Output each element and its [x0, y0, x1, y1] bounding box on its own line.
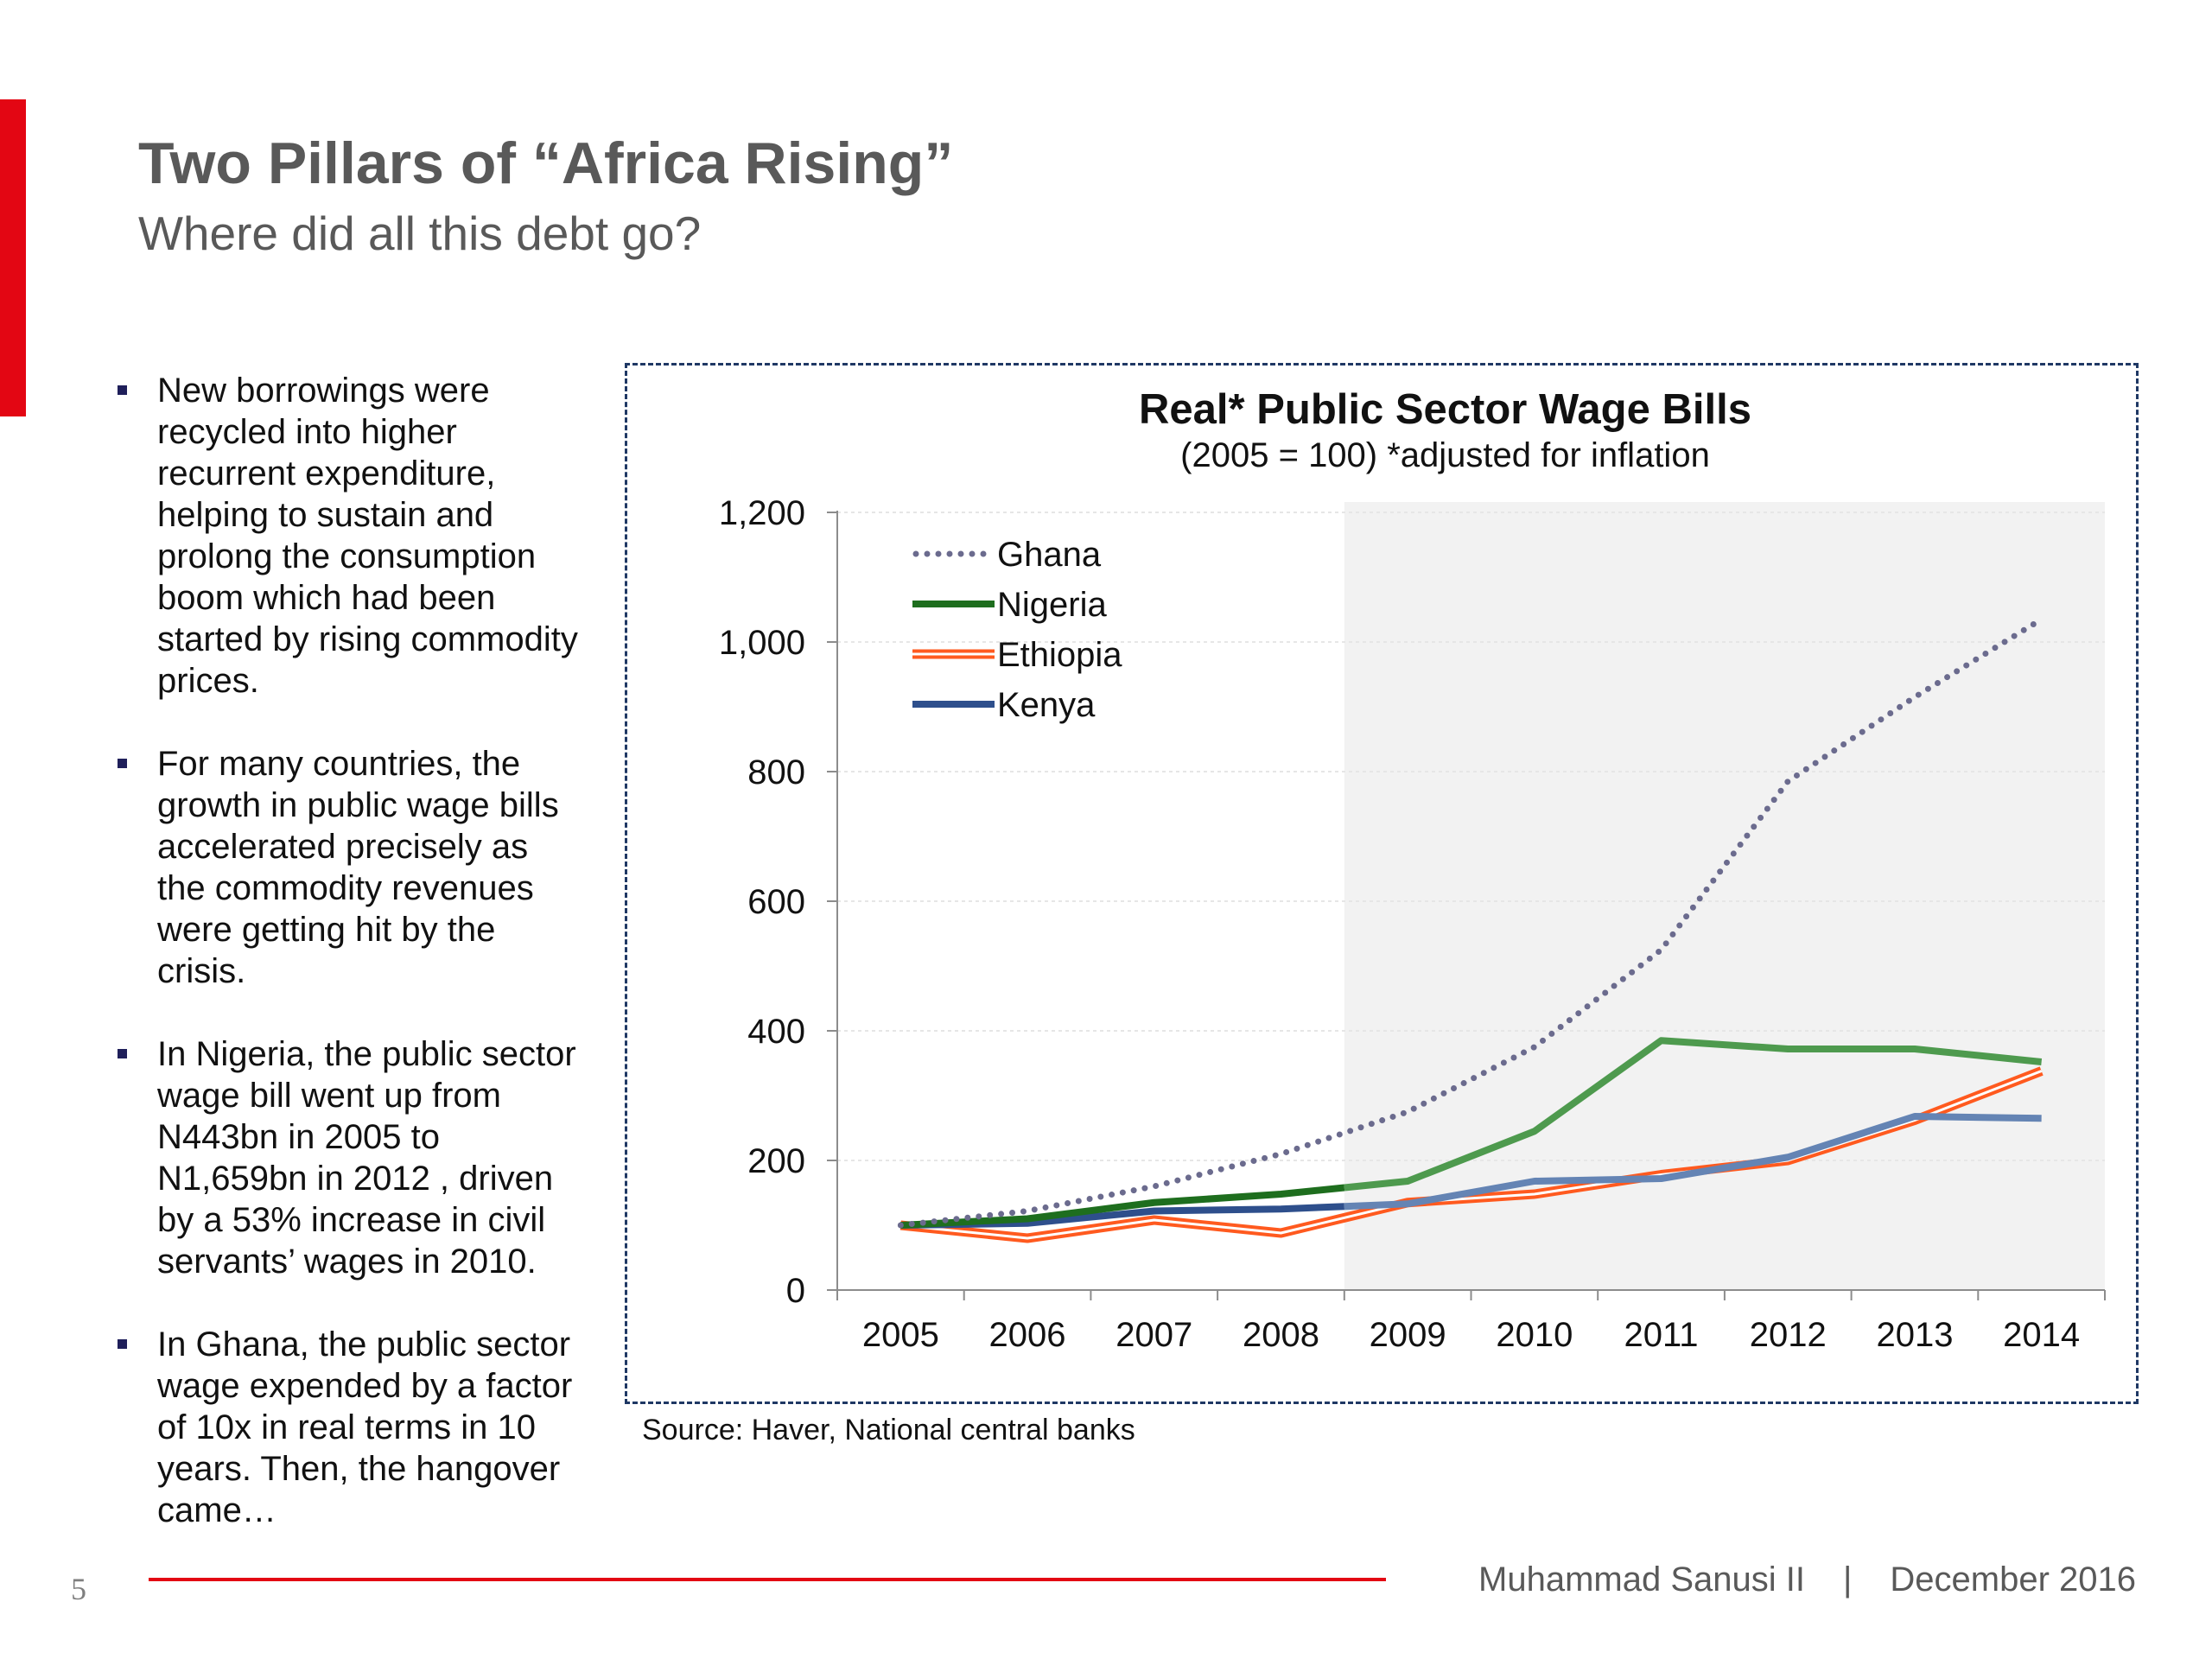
bullet-item: New borrowings were recycled into higher… [112, 370, 579, 702]
footer-rule [149, 1578, 1386, 1581]
bullet-marker [118, 1339, 127, 1349]
slide-subtitle: Where did all this debt go? [138, 207, 702, 260]
legend-label-nigeria: Nigeria [997, 586, 1107, 624]
footer-date: December 2016 [1890, 1560, 2136, 1599]
y-tick-label: 1,000 [719, 624, 805, 662]
chart-source: Source: Haver, National central banks [642, 1414, 1135, 1446]
wage-bill-chart: Real* Public Sector Wage Bills(2005 = 10… [719, 386, 2106, 1354]
legend-label-ghana: Ghana [997, 536, 1102, 574]
bullet-item: For many countries, the growth in public… [112, 743, 579, 992]
bullet-text: New borrowings were recycled into higher… [157, 372, 578, 700]
ghana-line [897, 616, 2045, 1229]
bullet-text: In Ghana, the public sector wage expende… [157, 1325, 573, 1529]
x-tick-label: 2008 [1243, 1316, 1319, 1354]
bullet-marker [118, 385, 127, 395]
bullet-marker [118, 759, 127, 768]
chart-frame: Real* Public Sector Wage Bills (2005 = 10… [625, 363, 2139, 1404]
footer-credit: Muhammad Sanusi II | December 2016 [1478, 1560, 2136, 1599]
chart-title: Real* Public Sector Wage Bills [1139, 386, 1751, 433]
nigeria-line [900, 1184, 1345, 1229]
x-tick-label: 2010 [1496, 1316, 1573, 1354]
bullet-item: In Ghana, the public sector wage expende… [112, 1324, 579, 1531]
legend-label-kenya: Kenya [997, 686, 1096, 724]
nigeria-line-shaded [1344, 1037, 2043, 1192]
y-tick-label: 400 [747, 1013, 805, 1051]
footer-author: Muhammad Sanusi II [1478, 1560, 1805, 1599]
page-number: 5 [71, 1572, 86, 1606]
x-tick-label: 2011 [1624, 1316, 1699, 1354]
x-tick-label: 2013 [1876, 1316, 1953, 1354]
y-tick-label: 0 [786, 1272, 805, 1310]
slide-title: Two Pillars of “Africa Rising” [138, 130, 954, 196]
y-tick-label: 800 [747, 753, 805, 791]
y-tick-label: 1,200 [719, 494, 805, 532]
bullet-list: New borrowings were recycled into higher… [112, 370, 579, 1573]
bullet-item: In Nigeria, the public sector wage bill … [112, 1033, 579, 1282]
y-tick-label: 600 [747, 883, 805, 921]
bullet-text: In Nigeria, the public sector wage bill … [157, 1035, 576, 1281]
y-tick-label: 200 [747, 1142, 805, 1180]
x-tick-label: 2007 [1116, 1316, 1192, 1354]
footer-separator: | [1843, 1560, 1853, 1599]
x-tick-label: 2006 [989, 1316, 1066, 1354]
kenya-line-shaded [1344, 1113, 2042, 1211]
x-tick-label: 2005 [862, 1316, 939, 1354]
chart-subtitle: (2005 = 100) *adjusted for inflation [1180, 436, 1710, 474]
bullet-text: For many countries, the growth in public… [157, 745, 559, 990]
legend-label-ethiopia: Ethiopia [997, 636, 1122, 674]
x-tick-label: 2014 [2003, 1316, 2080, 1354]
x-tick-label: 2009 [1370, 1316, 1446, 1354]
accent-bar [0, 99, 26, 416]
bullet-marker [118, 1049, 127, 1058]
x-tick-label: 2012 [1750, 1316, 1827, 1354]
